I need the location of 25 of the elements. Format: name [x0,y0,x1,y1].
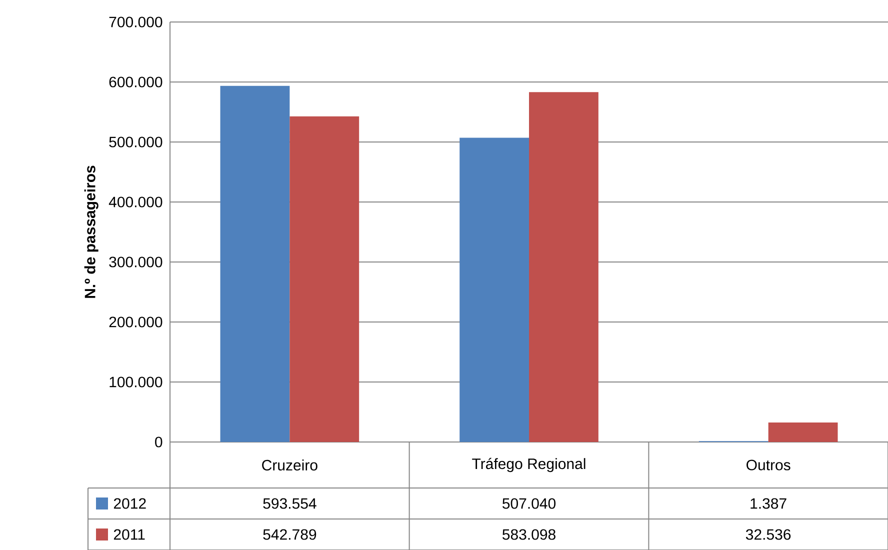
data-label: 1.387 [750,498,786,509]
legend-label: 2011 [114,529,145,540]
data-label: 593.554 [263,498,316,509]
y-tick-label: 600.000 [109,76,162,88]
y-tick-label: 500.000 [109,136,162,148]
bar [529,92,598,442]
data-label: 32.536 [746,529,791,540]
data-label: 507.040 [502,498,556,509]
data-label: 583.098 [502,529,556,540]
y-tick-label: 200.000 [109,316,162,328]
x-tick-label: Cruzeiro [262,459,318,470]
y-axis-title: N.º de passageiros [84,166,98,298]
legend-label: 2012 [114,498,146,509]
bar [768,422,838,442]
data-label: 542.789 [263,529,316,540]
y-tick-label: 100.000 [110,376,162,388]
x-tick-label: Outros [746,460,790,470]
y-tick-label: 0 [155,436,162,448]
x-tick-label: Tráfego Regional [472,458,586,472]
bar [220,86,290,442]
y-tick-label: 700.000 [109,16,162,28]
bar [290,116,360,442]
bar [460,138,530,442]
y-tick-label: 400.000 [108,196,162,208]
y-tick-label: 300.000 [109,256,162,268]
